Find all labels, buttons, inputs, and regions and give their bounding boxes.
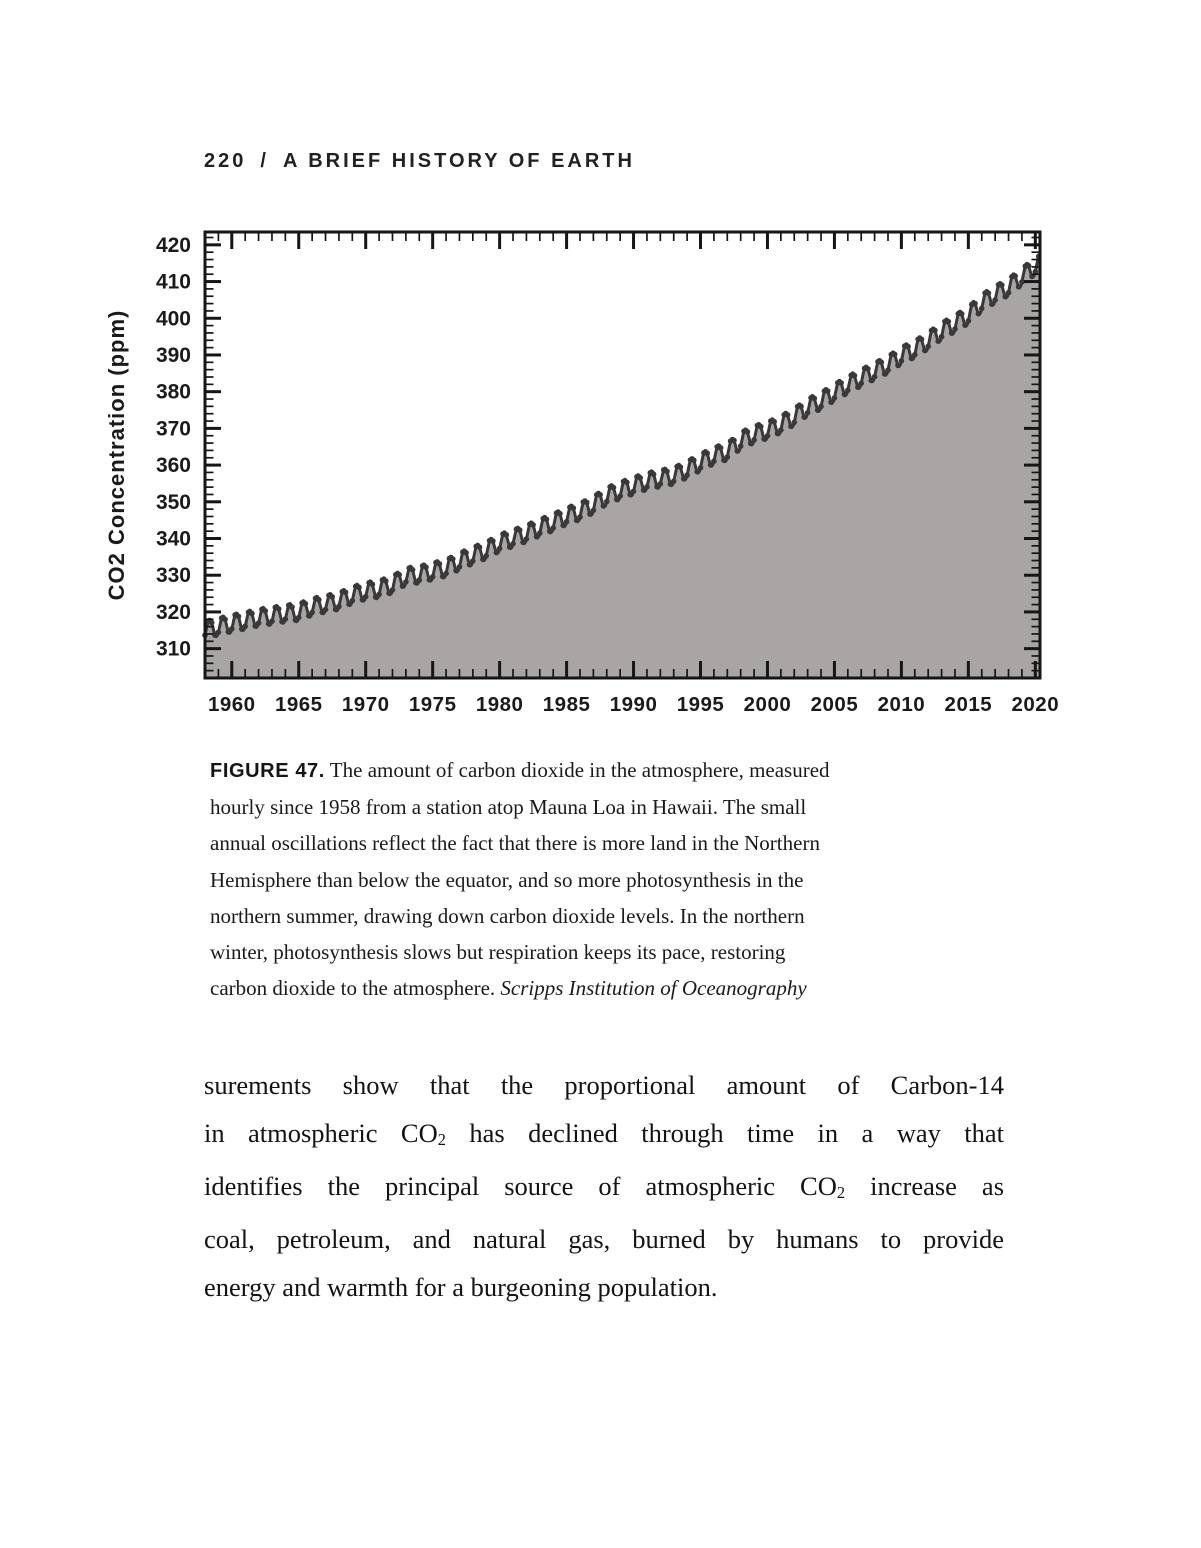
page-number: 220 — [204, 150, 247, 172]
x-tick-label: 1975 — [409, 693, 457, 716]
text-segment: The amount of carbon dioxide in the atmo… — [324, 758, 830, 782]
chart-frame — [203, 230, 1042, 680]
x-tick-label: 2000 — [744, 693, 792, 716]
subscript: 2 — [836, 1182, 846, 1202]
y-tick-label: 410 — [156, 271, 191, 294]
y-tick-label: 340 — [156, 528, 191, 551]
x-tick-label: 2010 — [878, 693, 926, 716]
caption-line: FIGURE 47. The amount of carbon dioxide … — [210, 752, 1000, 789]
caption-line: northern summer, drawing down carbon dio… — [210, 898, 1000, 934]
body-paragraph: surements show that the proportional amo… — [204, 1062, 1004, 1311]
x-tick-label: 2020 — [1012, 693, 1060, 716]
text-segment: identifies the principal source of atmos… — [204, 1170, 837, 1201]
y-axis-title: CO2 Concentration (ppm) — [104, 310, 129, 601]
x-tick-label: 1985 — [543, 693, 591, 716]
text-segment: in atmospheric CO — [204, 1117, 438, 1148]
y-tick-label: 390 — [156, 344, 191, 367]
caption-line: carbon dioxide to the atmosphere. Scripp… — [210, 970, 1000, 1006]
x-tick-label: 2015 — [945, 693, 993, 716]
y-tick-label: 330 — [156, 564, 191, 587]
caption-line: hourly since 1958 from a station atop Ma… — [210, 789, 1000, 825]
text-segment: surements show that the proportional amo… — [204, 1070, 1004, 1100]
text-segment: coal, petroleum, and natural gas, burned… — [204, 1224, 1004, 1255]
y-tick-label: 350 — [156, 491, 191, 514]
book-title: A BRIEF HISTORY OF EARTH — [282, 150, 635, 172]
co2-curve — [202, 253, 1042, 639]
co2-area-fill — [205, 253, 1040, 679]
text-segment: annual oscillations reflect the fact tha… — [210, 831, 820, 856]
running-header: 220 / A BRIEF HISTORY OF EARTH — [204, 150, 635, 173]
y-tick-label: 400 — [156, 307, 191, 330]
y-tick-label: 380 — [156, 381, 191, 404]
text-segment: increase as — [845, 1170, 1005, 1201]
text-segment: energy and warmth for a burgeoning popul… — [204, 1271, 718, 1302]
y-tick-label: 360 — [156, 454, 191, 477]
x-tick-label: 1995 — [677, 693, 725, 716]
figure-caption: FIGURE 47. The amount of carbon dioxide … — [210, 752, 1000, 1006]
x-tick-label: 1960 — [208, 693, 256, 716]
x-tick-label: 1970 — [342, 693, 390, 716]
co2-chart: 310 320 330 340 350 360 370 380 390 400 410 420 1960… — [104, 230, 1059, 716]
body-line: energy and warmth for a burgeoning popul… — [204, 1264, 1004, 1312]
body-line: coal, petroleum, and natural gas, burned… — [204, 1216, 1004, 1264]
x-tick-label: 1990 — [610, 693, 658, 716]
text-segment: has declined through time in a way that — [445, 1117, 1004, 1148]
text-segment: carbon dioxide to the atmosphere. — [210, 976, 501, 1001]
body-line: surements show that the proportional amo… — [204, 1062, 1004, 1110]
y-axis: 310 320 330 340 350 360 370 380 390 400 410 420 — [156, 234, 1040, 672]
x-tick-label: 1965 — [275, 693, 323, 716]
x-axis: 1960 1965 1970 1975 1980 1985 1990 1995 2000 2005… — [208, 232, 1059, 716]
text-segment: winter, photosynthesis slows but respira… — [210, 940, 786, 965]
body-line: in atmospheric CO2 has declined through … — [204, 1110, 1004, 1163]
caption-line: annual oscillations reflect the fact tha… — [210, 825, 1000, 861]
y-tick-label: 310 — [156, 638, 191, 661]
y-tick-label: 420 — [156, 234, 191, 257]
x-tick-label: 2005 — [811, 693, 859, 716]
subscript: 2 — [437, 1129, 446, 1149]
text-segment: hourly since 1958 from a station atop Ma… — [210, 795, 807, 820]
credit-text: Scripps Institution of Oceanography — [500, 976, 807, 1001]
y-tick-label: 320 — [156, 601, 191, 624]
text-segment: northern summer, drawing down carbon dio… — [210, 903, 805, 928]
y-tick-label: 370 — [156, 417, 191, 440]
figure-label: FIGURE 47. — [210, 760, 325, 782]
caption-line: winter, photosynthesis slows but respira… — [210, 934, 1000, 970]
x-tick-label: 1980 — [476, 693, 524, 716]
caption-line: Hemisphere than below the equator, and s… — [210, 862, 1000, 898]
text-segment: Hemisphere than below the equator, and s… — [210, 867, 804, 892]
header-separator: / — [260, 150, 269, 172]
body-line: identifies the principal source of atmos… — [204, 1163, 1004, 1216]
